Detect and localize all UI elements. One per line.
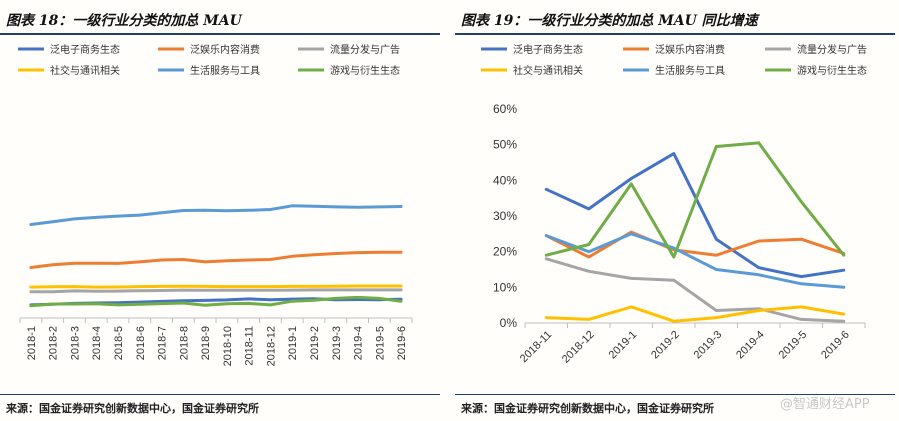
legend-label: 社交与通讯相关: [513, 64, 583, 77]
series-line: [544, 152, 846, 279]
chart-title: 图表 18：一级行业分类的加总 MAU: [6, 13, 242, 29]
x-tick-label: 2019-1: [607, 329, 640, 362]
chart-axes: 2018-1 2018-2 2018-3 2018-4 2018-5 2018-6 2018…: [19, 317, 413, 366]
y-tick-label: 0%: [500, 316, 518, 330]
legend-label: 流量分发与广告: [797, 43, 867, 56]
y-tick-label: 60%: [493, 102, 517, 116]
x-tick-label: 2018-11: [244, 326, 256, 366]
chart-series: [29, 204, 403, 308]
x-tick-label: 2018-6: [135, 326, 147, 360]
legend-label: 生活服务与工具: [655, 64, 725, 77]
legend-label: 游戏与衍生生态: [797, 64, 867, 77]
x-tick-label: 2018-7: [157, 326, 169, 360]
source-rule: [0, 394, 440, 395]
legend-item: 泛娱乐内容消费: [623, 43, 725, 56]
x-tick-label: 2019-6: [819, 329, 852, 362]
legend-item: 泛娱乐内容消费: [158, 43, 260, 56]
x-tick-label: 2019-5: [777, 329, 810, 362]
legend-label: 泛娱乐内容消费: [655, 43, 725, 56]
watermark: @智通财经APP: [780, 397, 870, 412]
x-tick-label: 2019-1: [287, 326, 299, 360]
x-tick-label: 2019-3: [692, 329, 725, 362]
series-line: [544, 230, 846, 259]
source-note: 来源：国金证券研究创新数据中心，国金证券研究所: [461, 402, 714, 415]
y-tick-label: 30%: [493, 209, 517, 223]
series-line: [544, 141, 846, 259]
source-rule: [455, 394, 895, 395]
x-tick-label: 2018-9: [200, 326, 212, 360]
x-tick-label: 2019-4: [734, 329, 767, 362]
legend-label: 游戏与衍生生态: [330, 64, 400, 77]
x-tick-label: 2018-12: [265, 326, 277, 366]
chart-panel-mau: 图表 18：一级行业分类的加总 MAU 泛电子商务生态 泛娱乐内容消费 流量分发与广…: [0, 0, 440, 421]
legend-label: 泛电子商务生态: [513, 43, 583, 56]
x-tick-label: 2019-4: [353, 326, 365, 360]
legend-item: 游戏与衍生生态: [765, 64, 867, 77]
x-tick-label: 2018-11: [518, 329, 554, 365]
series-line: [544, 305, 846, 323]
series-line: [29, 284, 403, 289]
legend-item: 游戏与衍生生态: [298, 64, 400, 77]
y-tick-label: 20%: [493, 245, 517, 259]
y-tick-label: 10%: [493, 280, 517, 294]
series-line: [544, 232, 846, 289]
legend-label: 生活服务与工具: [190, 64, 260, 77]
chart-axes: 2018-11 2018-12 2019-1 2019-2 2019-3 2019-4 20…: [493, 102, 866, 366]
source-note: 来源：国金证券研究创新数据中心，国金证券研究所: [6, 402, 259, 415]
series-line: [29, 250, 403, 269]
x-tick-label: 2018-12: [560, 329, 597, 366]
legend-item: 泛电子商务生态: [481, 43, 583, 56]
series-line: [29, 295, 403, 308]
x-tick-label: 2019-3: [331, 326, 343, 360]
x-tick-label: 2018-8: [178, 326, 190, 360]
x-tick-label: 2018-1: [26, 326, 38, 360]
legend-item: 社交与通讯相关: [481, 64, 583, 77]
legend-label: 泛娱乐内容消费: [190, 43, 260, 56]
chart-panel-mau-yoy: 图表 19：一级行业分类的加总 MAU 同比增速 泛电子商务生态 泛娱乐内容消费 流…: [455, 0, 895, 421]
x-tick-label: 2019-2: [649, 329, 682, 362]
x-tick-label: 2018-10: [222, 326, 234, 366]
chart-title: 图表 19：一级行业分类的加总 MAU 同比增速: [461, 13, 758, 29]
title-rule: [455, 33, 895, 35]
legend-item: 泛电子商务生态: [18, 43, 120, 56]
series-line: [544, 257, 846, 323]
legend-item: 流量分发与广告: [298, 43, 400, 56]
x-tick-label: 2019-6: [396, 326, 408, 360]
series-line: [29, 288, 403, 294]
x-tick-label: 2018-4: [91, 326, 103, 360]
y-tick-label: 40%: [493, 173, 517, 187]
legend-label: 泛电子商务生态: [50, 43, 120, 56]
x-tick-label: 2018-3: [69, 326, 81, 360]
x-tick-label: 2019-5: [374, 326, 386, 360]
x-tick-label: 2019-2: [309, 326, 321, 360]
legend-label: 社交与通讯相关: [50, 64, 120, 77]
x-tick-label: 2018-2: [48, 326, 60, 360]
legend-item: 社交与通讯相关: [18, 64, 120, 77]
y-tick-label: 50%: [493, 138, 517, 152]
legend-item: 生活服务与工具: [623, 64, 725, 77]
legend-item: 生活服务与工具: [158, 64, 260, 77]
x-tick-label: 2018-5: [113, 326, 125, 360]
legend-label: 流量分发与广告: [330, 43, 400, 56]
legend-item: 流量分发与广告: [765, 43, 867, 56]
series-line: [29, 204, 403, 226]
chart-series: [544, 141, 846, 323]
title-rule: [0, 33, 440, 35]
